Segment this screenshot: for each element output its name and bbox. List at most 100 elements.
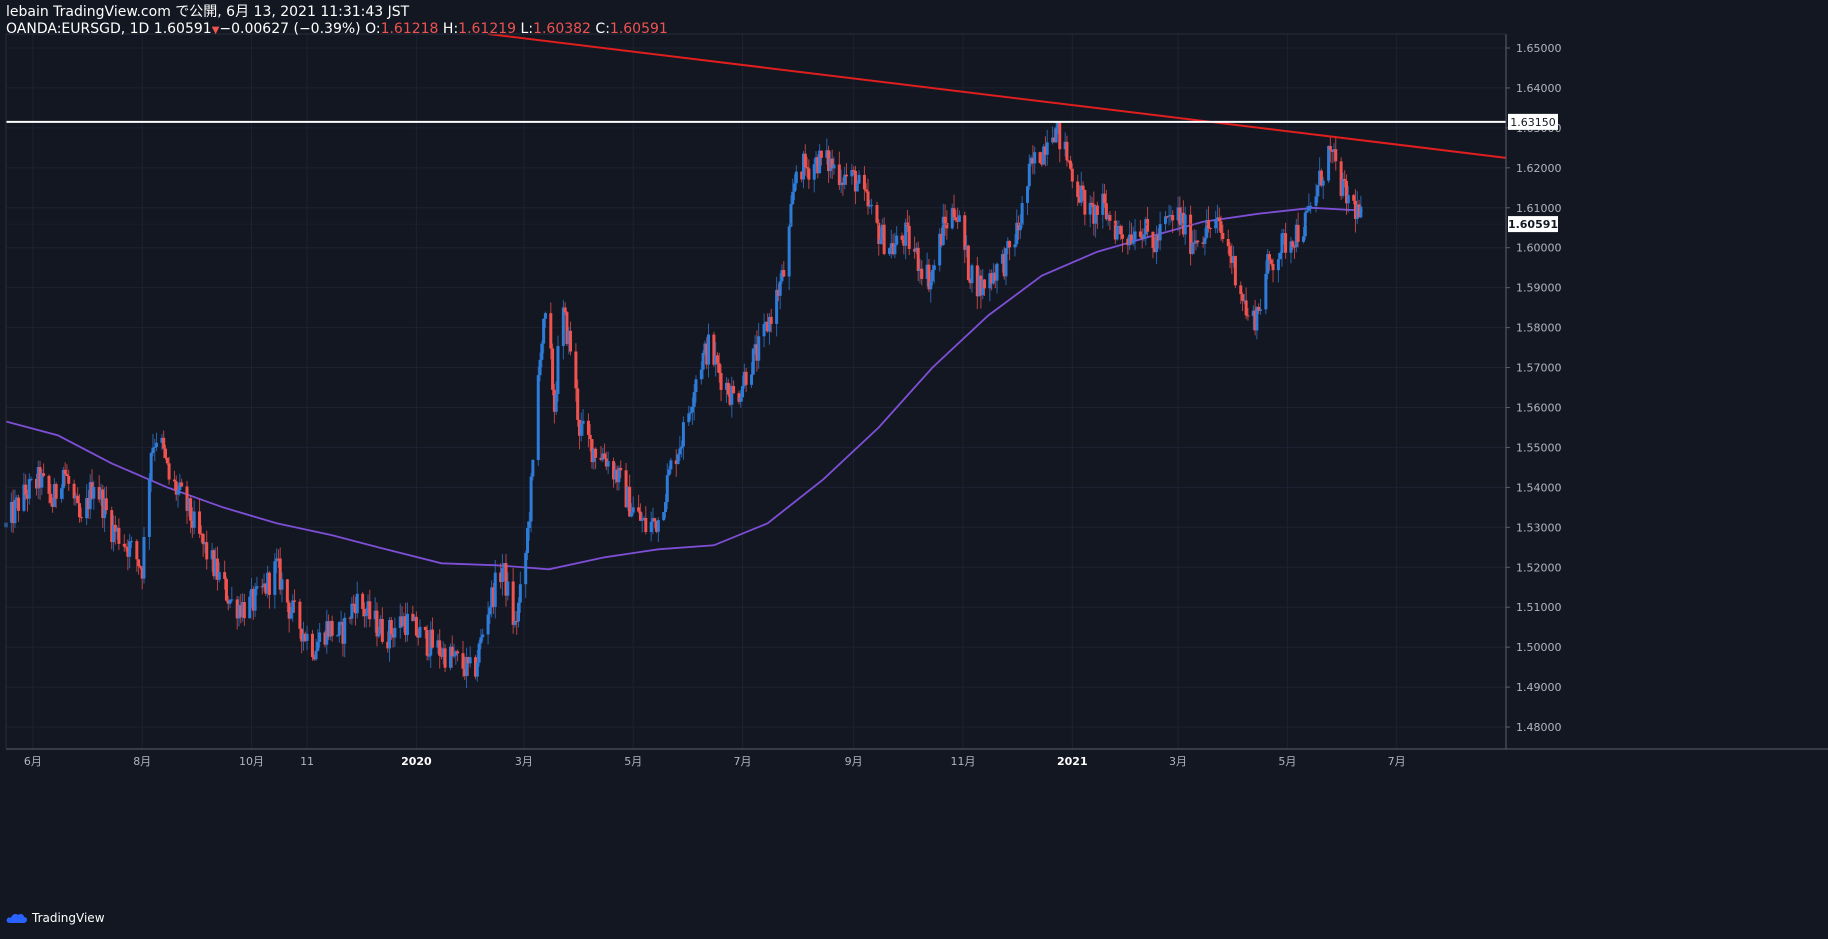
candle-body [800, 171, 804, 180]
candle-body [138, 566, 142, 568]
resistance-trendline [487, 33, 1507, 159]
candle-body [140, 567, 144, 579]
candle-body [739, 397, 743, 402]
candle-body [477, 643, 481, 663]
candle-body [753, 344, 757, 349]
candle-body [855, 183, 859, 192]
candle-body [393, 627, 397, 638]
candle-body [939, 233, 943, 245]
candle-body [1165, 216, 1169, 218]
candle-body [450, 646, 454, 657]
x-tick-label: 8月 [133, 755, 151, 768]
candle-body [85, 497, 89, 519]
candle-body [805, 167, 809, 169]
high-label: H: [442, 21, 459, 37]
candle-body [343, 617, 347, 644]
candle-body [436, 640, 440, 648]
candle-body [1151, 231, 1155, 249]
candle-body [807, 168, 811, 180]
candle-body [1043, 146, 1047, 155]
candle-body [77, 503, 81, 518]
candle-body [979, 275, 983, 296]
x-tick-label: 11月 [950, 755, 975, 768]
last-price-label: 1.60591 [1508, 218, 1558, 231]
candle-body [1271, 263, 1275, 271]
candle-body [267, 572, 271, 595]
candle-body [76, 495, 80, 504]
candle-body [49, 493, 53, 503]
candle-body [864, 189, 868, 192]
candle-body [155, 442, 159, 447]
candle-body [1020, 202, 1024, 225]
candle-body [239, 605, 243, 618]
candle-body [678, 448, 682, 455]
candle-body [210, 550, 214, 560]
candle-body [1038, 152, 1042, 163]
candle-body [228, 599, 232, 604]
open-label: O: [365, 21, 381, 37]
y-tick-label: 1.59000 [1516, 282, 1562, 295]
drawings-layer [6, 33, 1507, 225]
candle-body [966, 245, 970, 281]
candle-body [122, 543, 126, 547]
candle-body [165, 457, 169, 464]
candle-body [1314, 196, 1318, 206]
candle-body [90, 482, 94, 499]
candle-body [642, 518, 646, 520]
candle-body [438, 640, 442, 656]
candle-body [79, 517, 83, 519]
candle-body [828, 158, 832, 172]
candle-body [613, 469, 617, 480]
candle-body [615, 469, 619, 483]
candle-body [952, 208, 956, 218]
candle-body [857, 174, 861, 184]
candle-body [653, 518, 657, 522]
candle-body [1328, 145, 1332, 151]
y-tick-label: 1.49000 [1516, 681, 1562, 694]
candle-body [1052, 137, 1056, 143]
candle-body [418, 626, 422, 638]
candle-body [712, 334, 716, 365]
candle-body [511, 581, 515, 625]
candle-body [486, 614, 490, 635]
candle-body [954, 217, 958, 221]
candle-body [416, 635, 420, 638]
candle-body [882, 224, 886, 255]
y-tick-label: 1.48000 [1516, 721, 1562, 734]
candle-body [402, 616, 406, 627]
candle-body [574, 351, 578, 389]
candle-body [248, 596, 252, 619]
candle-body [250, 589, 254, 597]
candle-body [439, 655, 443, 657]
candle-body [1241, 294, 1245, 301]
candle-body [825, 150, 829, 158]
candle-body [715, 355, 719, 364]
candle-body [1269, 259, 1273, 264]
candle-body [38, 467, 42, 488]
candle-body [991, 272, 995, 284]
candle-body [336, 635, 340, 637]
candle-body [943, 216, 947, 224]
candle-body [260, 586, 264, 588]
candle-body [669, 460, 673, 470]
candle-body [1201, 242, 1205, 244]
candle-body [592, 448, 596, 463]
tradingview-branding[interactable]: TradingView [6, 911, 105, 925]
candle-body [115, 527, 119, 532]
candle-body [531, 459, 535, 477]
candle-body [692, 392, 696, 407]
candle-body [201, 533, 205, 545]
symbol-label[interactable]: OANDA:EURSGD, 1D [6, 21, 150, 37]
candle-body [757, 336, 761, 361]
chart-header: lebain TradingView.com で公開, 6月 13, 2021 … [6, 4, 668, 39]
candle-body [880, 224, 884, 240]
candle-body [1352, 195, 1356, 201]
candle-body [187, 498, 191, 511]
candle-body [29, 478, 33, 480]
candle-body [255, 586, 259, 589]
candle-body [54, 484, 58, 499]
candle-body [1205, 220, 1209, 238]
candle-body [1276, 259, 1280, 271]
candle-body [542, 318, 546, 344]
